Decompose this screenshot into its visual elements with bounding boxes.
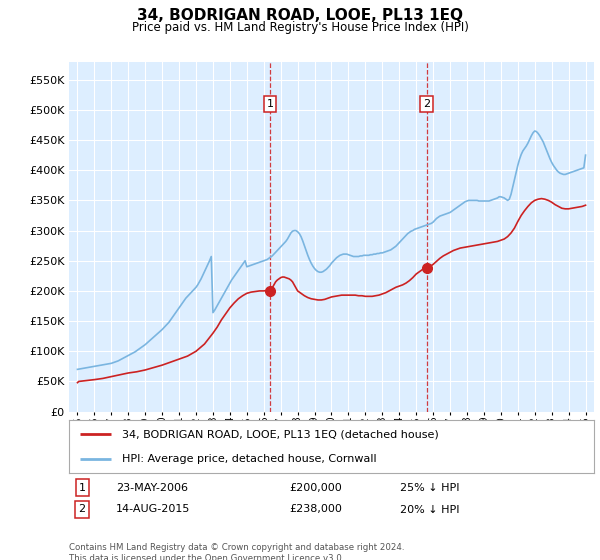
Text: £200,000: £200,000 bbox=[290, 483, 342, 493]
Text: 14-AUG-2015: 14-AUG-2015 bbox=[116, 505, 191, 515]
Text: Price paid vs. HM Land Registry's House Price Index (HPI): Price paid vs. HM Land Registry's House … bbox=[131, 21, 469, 34]
Text: 23-MAY-2006: 23-MAY-2006 bbox=[116, 483, 188, 493]
Text: HPI: Average price, detached house, Cornwall: HPI: Average price, detached house, Corn… bbox=[121, 454, 376, 464]
Text: 34, BODRIGAN ROAD, LOOE, PL13 1EQ (detached house): 34, BODRIGAN ROAD, LOOE, PL13 1EQ (detac… bbox=[121, 430, 438, 440]
Text: Contains HM Land Registry data © Crown copyright and database right 2024.
This d: Contains HM Land Registry data © Crown c… bbox=[69, 543, 404, 560]
Text: 1: 1 bbox=[79, 483, 86, 493]
Text: 1: 1 bbox=[266, 99, 274, 109]
Text: 25% ↓ HPI: 25% ↓ HPI bbox=[400, 483, 459, 493]
Text: 34, BODRIGAN ROAD, LOOE, PL13 1EQ: 34, BODRIGAN ROAD, LOOE, PL13 1EQ bbox=[137, 8, 463, 24]
Text: 20% ↓ HPI: 20% ↓ HPI bbox=[400, 505, 459, 515]
Text: £238,000: £238,000 bbox=[290, 505, 343, 515]
Text: 2: 2 bbox=[423, 99, 430, 109]
Text: 2: 2 bbox=[79, 505, 86, 515]
